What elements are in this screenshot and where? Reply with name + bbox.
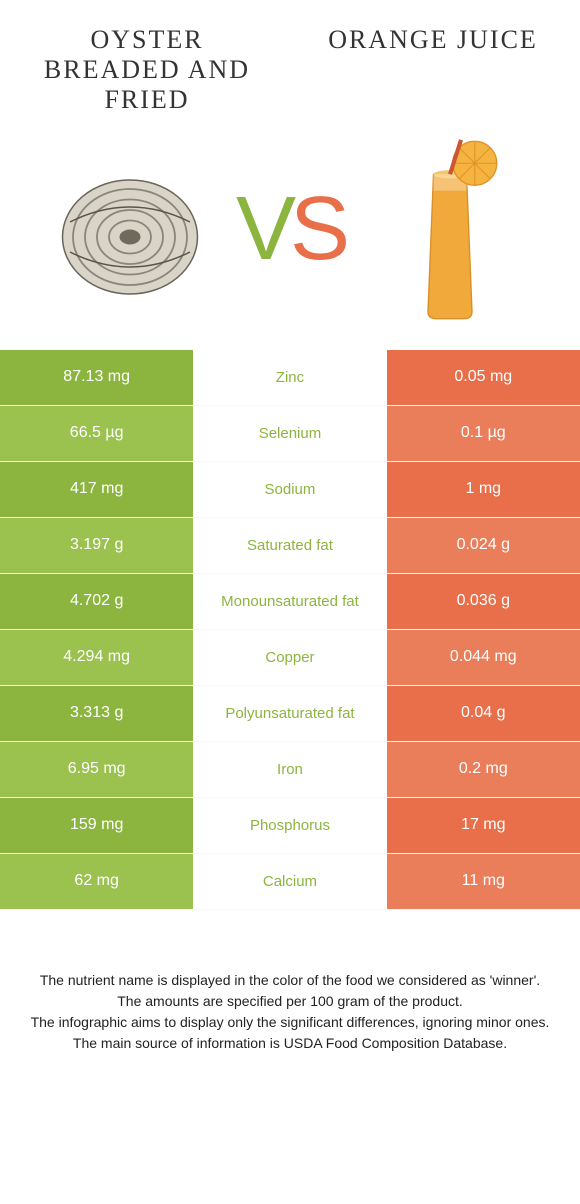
vs-s: S: [290, 179, 344, 279]
oyster-icon: [55, 162, 205, 297]
table-row: 62 mgCalcium11 mg: [0, 854, 580, 910]
left-value: 6.95 mg: [0, 742, 193, 797]
images-row: VS: [0, 130, 580, 350]
right-value: 0.036 g: [387, 574, 580, 629]
left-value: 62 mg: [0, 854, 193, 909]
footer-line-3: The infographic aims to display only the…: [30, 1012, 550, 1033]
right-value: 0.05 mg: [387, 350, 580, 405]
left-food-title: Oyster breaded and fried: [30, 25, 264, 115]
right-value: 0.024 g: [387, 518, 580, 573]
right-value: 0.04 g: [387, 686, 580, 741]
left-value: 3.313 g: [0, 686, 193, 741]
left-value: 87.13 mg: [0, 350, 193, 405]
right-value: 1 mg: [387, 462, 580, 517]
nutrient-name: Phosphorus: [193, 798, 386, 853]
right-value: 0.1 µg: [387, 406, 580, 461]
left-value: 4.702 g: [0, 574, 193, 629]
right-food-title: Orange juice: [316, 25, 550, 115]
oyster-image: [50, 162, 210, 297]
left-value: 159 mg: [0, 798, 193, 853]
nutrient-name: Calcium: [193, 854, 386, 909]
orange-juice-image: [370, 133, 530, 326]
nutrient-name: Zinc: [193, 350, 386, 405]
header: Oyster breaded and fried Orange juice: [0, 0, 580, 130]
nutrient-table: 87.13 mgZinc0.05 mg66.5 µgSelenium0.1 µg…: [0, 350, 580, 910]
vs-label: VS: [236, 178, 344, 281]
table-row: 6.95 mgIron0.2 mg: [0, 742, 580, 798]
vs-v: V: [236, 179, 290, 279]
nutrient-name: Sodium: [193, 462, 386, 517]
right-value: 17 mg: [387, 798, 580, 853]
nutrient-name: Saturated fat: [193, 518, 386, 573]
nutrient-name: Polyunsaturated fat: [193, 686, 386, 741]
table-row: 159 mgPhosphorus17 mg: [0, 798, 580, 854]
table-row: 4.294 mgCopper0.044 mg: [0, 630, 580, 686]
right-value: 0.2 mg: [387, 742, 580, 797]
left-value: 4.294 mg: [0, 630, 193, 685]
footer-line-1: The nutrient name is displayed in the co…: [30, 970, 550, 991]
table-row: 4.702 gMonounsaturated fat0.036 g: [0, 574, 580, 630]
juice-icon: [395, 133, 505, 326]
left-value: 417 mg: [0, 462, 193, 517]
footer-notes: The nutrient name is displayed in the co…: [0, 910, 580, 1074]
left-value: 3.197 g: [0, 518, 193, 573]
table-row: 417 mgSodium1 mg: [0, 462, 580, 518]
table-row: 66.5 µgSelenium0.1 µg: [0, 406, 580, 462]
right-value: 11 mg: [387, 854, 580, 909]
footer-line-4: The main source of information is USDA F…: [30, 1033, 550, 1054]
table-row: 3.197 gSaturated fat0.024 g: [0, 518, 580, 574]
nutrient-name: Selenium: [193, 406, 386, 461]
table-row: 87.13 mgZinc0.05 mg: [0, 350, 580, 406]
right-value: 0.044 mg: [387, 630, 580, 685]
left-value: 66.5 µg: [0, 406, 193, 461]
nutrient-name: Copper: [193, 630, 386, 685]
table-row: 3.313 gPolyunsaturated fat0.04 g: [0, 686, 580, 742]
nutrient-name: Monounsaturated fat: [193, 574, 386, 629]
footer-line-2: The amounts are specified per 100 gram o…: [30, 991, 550, 1012]
nutrient-name: Iron: [193, 742, 386, 797]
